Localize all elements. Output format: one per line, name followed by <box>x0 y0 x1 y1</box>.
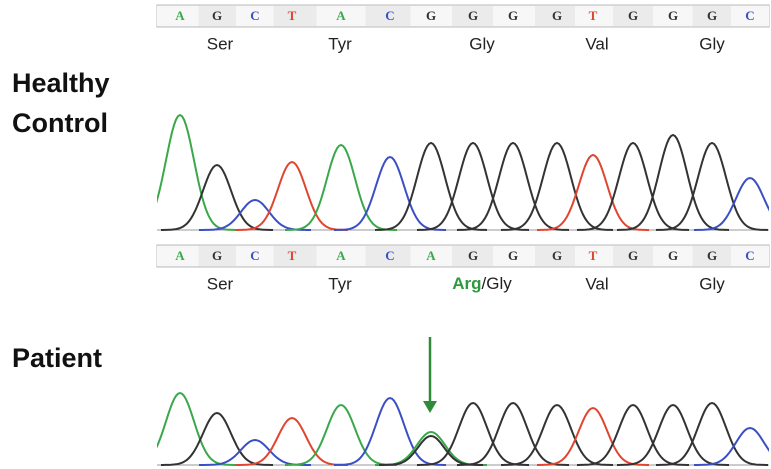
amino-acid: Gly <box>469 34 495 53</box>
mutant-amino-acid: Arg <box>452 274 481 293</box>
amino-acid: Val <box>585 274 608 293</box>
base-call: G <box>707 8 717 23</box>
base-call: A <box>175 8 185 23</box>
base-call: G <box>628 248 638 263</box>
base-call: T <box>288 248 297 263</box>
sample-label: Control <box>12 108 108 138</box>
base-call: G <box>426 8 436 23</box>
base-call: T <box>589 8 598 23</box>
base-call: G <box>668 8 678 23</box>
base-call: T <box>589 248 598 263</box>
trace-peak <box>537 408 649 465</box>
trace-peak <box>501 405 613 465</box>
figure: Healthy Control A G C T A C G G G G T G G G C Ser Tyr Gly Va… <box>0 0 771 469</box>
amino-acid: Ser <box>207 34 234 53</box>
trace-peak <box>617 135 729 230</box>
base-call: G <box>552 8 562 23</box>
base-call: A <box>175 248 185 263</box>
base-call: G <box>628 8 638 23</box>
trace-peak <box>124 115 236 230</box>
amino-acid: Arg/Gly <box>452 274 512 293</box>
amino-acid: Ser <box>207 274 234 293</box>
trace-peak <box>161 413 273 465</box>
base-call: G <box>468 8 478 23</box>
base-call: C <box>250 8 259 23</box>
amino-acid: Gly <box>699 274 725 293</box>
base-call: G <box>552 248 562 263</box>
trace-peak <box>417 403 529 465</box>
base-call: A <box>336 248 346 263</box>
trace-peak <box>375 143 487 230</box>
amino-acid: Val <box>585 34 608 53</box>
trace-peak <box>124 393 236 465</box>
base-call: G <box>468 248 478 263</box>
base-call: C <box>385 248 394 263</box>
base-call: G <box>508 248 518 263</box>
amino-acid: Tyr <box>328 274 352 293</box>
reference-amino-acid: /Gly <box>482 274 513 293</box>
sample-label: Patient <box>12 343 102 373</box>
trace-peak <box>285 145 397 230</box>
trace-peak <box>577 405 689 465</box>
chromatogram <box>124 393 771 465</box>
trace-peak <box>694 428 771 465</box>
base-call: T <box>288 8 297 23</box>
trace-peak <box>161 165 273 230</box>
base-call: A <box>426 248 436 263</box>
base-call: A <box>336 8 346 23</box>
base-call: C <box>385 8 394 23</box>
trace-peak <box>617 405 729 465</box>
amino-acid: Gly <box>699 34 725 53</box>
trace-peak <box>236 418 348 465</box>
chromatogram <box>124 115 771 230</box>
base-call: C <box>745 8 754 23</box>
trace-peak <box>656 143 768 230</box>
base-call: G <box>212 8 222 23</box>
base-call: G <box>508 8 518 23</box>
trace-peak <box>457 403 569 465</box>
base-call: C <box>745 248 754 263</box>
base-call: G <box>707 248 717 263</box>
trace-peak <box>537 155 649 230</box>
amino-acid: Tyr <box>328 34 352 53</box>
base-call: G <box>212 248 222 263</box>
mutation-arrowhead <box>423 401 437 413</box>
trace-peak <box>656 403 768 465</box>
trace-peak <box>236 162 348 230</box>
sample-label: Healthy <box>12 68 110 98</box>
base-call: C <box>250 248 259 263</box>
base-call: G <box>668 248 678 263</box>
trace-peak <box>417 143 529 230</box>
trace-peak <box>457 143 569 230</box>
trace-peak <box>334 157 446 230</box>
trace-peak <box>379 436 483 465</box>
